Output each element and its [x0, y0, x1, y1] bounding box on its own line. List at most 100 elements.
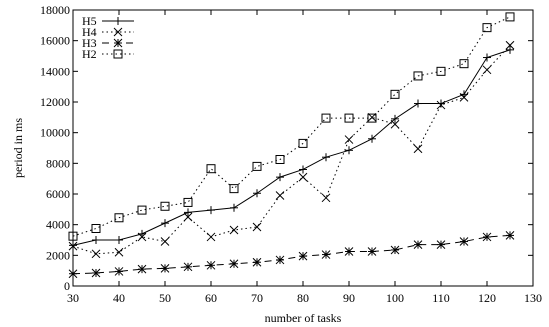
data-point-h4 [344, 135, 354, 144]
data-point-h2 [344, 113, 354, 123]
data-point-h5 [92, 236, 100, 244]
data-point-h5 [276, 173, 284, 182]
data-point-h3 [367, 247, 377, 256]
x-tick-label: 30 [67, 291, 79, 305]
y-tick-label: 10000 [40, 126, 70, 140]
data-point-h3 [459, 237, 469, 246]
data-point-h3 [252, 257, 262, 267]
data-point-h2 [459, 59, 469, 69]
data-point-h4 [390, 119, 400, 129]
data-point-h2 [68, 231, 78, 241]
data-point-h5 [345, 146, 353, 155]
data-point-h4 [114, 247, 124, 257]
data-point-h2 [367, 113, 377, 123]
data-point-h2 [252, 161, 262, 171]
data-point-h3 [275, 255, 285, 265]
data-point-h2 [436, 66, 446, 76]
data-point-h3 [68, 269, 78, 279]
legend-label-h5: H5 [82, 14, 97, 28]
data-point-h4 [321, 193, 331, 203]
data-point-h5 [115, 236, 123, 244]
data-point-h2 [114, 213, 124, 223]
series-layer [68, 12, 515, 279]
data-point-h5 [207, 206, 215, 215]
x-tick-label: 130 [524, 291, 542, 305]
x-tick-label: 100 [386, 291, 404, 305]
data-point-h3 [505, 231, 515, 240]
data-point-h2 [229, 184, 239, 194]
y-tick-label: 2000 [46, 248, 70, 262]
data-point-h2 [275, 155, 285, 164]
data-point-h4 [206, 232, 216, 242]
data-point-h2 [413, 71, 423, 81]
y-tick-label: 12000 [40, 95, 70, 109]
data-point-h3 [160, 264, 170, 273]
data-point-h3 [390, 245, 400, 255]
legend-marker-h2 [113, 49, 123, 59]
data-point-h4 [252, 222, 262, 232]
legend-entry-h5: H5 [82, 14, 134, 28]
data-point-h2 [206, 164, 216, 174]
data-point-h5 [391, 114, 399, 123]
data-point-h3 [183, 262, 193, 272]
series-h5 [69, 45, 514, 250]
data-point-h4 [91, 249, 101, 259]
data-point-h5 [230, 203, 238, 212]
series-line-h2 [72, 16, 511, 237]
legend-marker-h5 [114, 17, 122, 25]
data-point-h5 [368, 134, 376, 143]
data-point-h3 [413, 240, 423, 249]
legend-label-h2: H2 [82, 47, 97, 61]
data-point-h5 [506, 45, 514, 54]
data-point-h4 [482, 65, 492, 75]
series-line-h5 [72, 49, 511, 246]
y-tick-label: 16000 [40, 34, 70, 48]
data-point-h2 [160, 201, 170, 211]
y-tick-label: 14000 [40, 64, 70, 78]
x-tick-label: 80 [297, 291, 309, 305]
data-point-h3 [91, 268, 101, 278]
data-point-h3 [229, 259, 239, 269]
data-point-h3 [482, 232, 492, 242]
x-tick-label: 70 [251, 291, 263, 305]
legend-marker-h4 [113, 27, 123, 37]
data-point-h2 [321, 113, 331, 123]
legend-marker-h3 [113, 38, 123, 48]
data-point-h3 [436, 240, 446, 249]
data-point-h4 [413, 144, 423, 154]
data-point-h5 [184, 208, 192, 217]
x-tick-label: 120 [478, 291, 496, 305]
x-tick-label: 90 [343, 291, 355, 305]
y-tick-label: 0 [64, 279, 70, 293]
data-point-h4 [229, 225, 239, 235]
data-point-h4 [137, 232, 147, 242]
data-point-h5 [483, 53, 491, 62]
y-axis-label: period in ms [11, 118, 25, 178]
data-point-h5 [322, 153, 330, 162]
data-point-h5 [161, 219, 169, 228]
data-point-h3 [321, 250, 331, 259]
data-point-h3 [344, 247, 354, 256]
data-point-h4 [436, 100, 446, 110]
data-point-h2 [505, 12, 515, 22]
y-tick-label: 4000 [46, 218, 70, 232]
y-tick-label: 8000 [46, 156, 70, 170]
x-tick-label: 40 [113, 291, 125, 305]
data-point-h2 [298, 138, 308, 148]
legend-entry-h3: H3 [82, 36, 134, 50]
series-h2 [68, 12, 515, 241]
y-tick-label: 6000 [46, 187, 70, 201]
axes: 30 40 50 60 70 80 90 100 110 120 130 0 2000 4000 6000 8… [40, 3, 542, 305]
legend-entry-h4: H4 [82, 25, 134, 39]
data-point-h4 [459, 93, 469, 102]
data-point-h2 [482, 23, 492, 33]
series-h4 [68, 40, 515, 259]
data-point-h4 [275, 191, 285, 200]
legend-label-h3: H3 [82, 36, 97, 50]
data-point-h4 [68, 241, 78, 251]
data-point-h3 [206, 260, 216, 270]
data-point-h3 [137, 264, 147, 274]
data-point-h5 [414, 99, 422, 108]
